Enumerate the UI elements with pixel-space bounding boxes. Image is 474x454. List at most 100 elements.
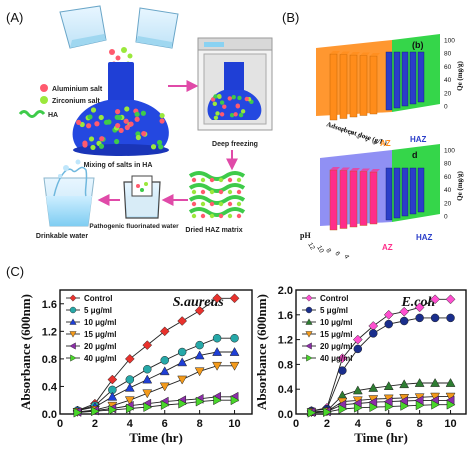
data-point bbox=[337, 353, 348, 364]
haz-bar bbox=[417, 167, 425, 213]
particle bbox=[209, 213, 215, 219]
particle bbox=[191, 177, 197, 183]
data-point bbox=[229, 346, 240, 356]
zticks-ph: 0 20 40 60 80 100 bbox=[444, 148, 455, 221]
particle bbox=[134, 111, 140, 117]
haz-bar bbox=[393, 167, 401, 219]
data-point bbox=[91, 406, 100, 417]
salt-legend: Aluminium salt Zirconium salt HA bbox=[18, 84, 103, 119]
particle bbox=[114, 138, 120, 145]
series-line bbox=[311, 399, 451, 413]
az-bar bbox=[369, 171, 378, 225]
y-tick-label: 1.2 bbox=[42, 326, 57, 338]
az-bar bbox=[329, 169, 338, 231]
particle bbox=[213, 115, 219, 120]
y-tick-label: 0.0 bbox=[42, 409, 57, 421]
badge-b: (b) bbox=[412, 40, 424, 50]
legend-marker bbox=[69, 342, 76, 350]
ha-chain bbox=[188, 207, 246, 217]
bars-ph bbox=[329, 167, 425, 231]
data-point bbox=[178, 398, 188, 409]
legend-marker bbox=[305, 294, 313, 302]
data-point bbox=[415, 400, 425, 411]
particle bbox=[236, 189, 242, 195]
data-point bbox=[430, 377, 441, 387]
bar-top bbox=[330, 51, 340, 54]
ztick-label: 20 bbox=[444, 200, 452, 207]
particle bbox=[240, 109, 246, 114]
ztick-label: 60 bbox=[444, 174, 452, 181]
bars-dose bbox=[329, 51, 425, 121]
az-bar bbox=[349, 54, 358, 118]
az-bar bbox=[359, 55, 368, 116]
data-point bbox=[338, 404, 348, 414]
legend-marker bbox=[69, 306, 77, 314]
haz-bar bbox=[409, 51, 417, 105]
particle bbox=[124, 106, 130, 112]
data-point bbox=[195, 396, 205, 407]
particle bbox=[156, 139, 163, 146]
data-point bbox=[352, 385, 363, 395]
particle bbox=[219, 100, 225, 105]
legend-entry: 5 μg/ml bbox=[84, 306, 112, 315]
particle bbox=[215, 111, 220, 116]
data-point bbox=[446, 399, 456, 410]
particle bbox=[191, 201, 197, 207]
x-tick-label: 10 bbox=[228, 418, 240, 430]
zlabel-ph: Qe (mg/g) bbox=[456, 170, 464, 200]
x-tick-label: 2 bbox=[92, 418, 98, 430]
particle bbox=[141, 131, 147, 137]
zirconium-salt-swatch bbox=[40, 96, 48, 104]
data-point bbox=[338, 366, 347, 375]
data-point bbox=[160, 356, 169, 365]
data-point bbox=[369, 329, 378, 338]
data-point bbox=[212, 346, 223, 356]
bar-top bbox=[360, 52, 370, 56]
legend-entry: 5 μg/ml bbox=[320, 306, 348, 315]
y-tick-label: 1.2 bbox=[278, 335, 293, 347]
particle bbox=[227, 96, 232, 101]
legend-entry: 10 μg/ml bbox=[320, 318, 352, 327]
particle bbox=[210, 97, 216, 102]
particle bbox=[219, 112, 225, 117]
data-point bbox=[142, 389, 153, 399]
bar-top bbox=[340, 51, 350, 55]
data-point bbox=[194, 305, 205, 316]
x-tick-label: 4 bbox=[127, 418, 134, 430]
particle bbox=[159, 118, 165, 124]
series-az-dose: AZ bbox=[380, 139, 391, 148]
data-point bbox=[307, 407, 317, 418]
panel-a-label: (A) bbox=[6, 10, 23, 25]
data-point bbox=[383, 309, 394, 320]
ztick-label: 80 bbox=[444, 51, 452, 58]
haz-bar bbox=[401, 51, 409, 107]
dried-matrix-caption: Dried HAZ matrix bbox=[185, 227, 242, 234]
particle bbox=[128, 121, 134, 127]
xtick-label: 8 bbox=[324, 248, 332, 255]
xlabel-ph: pH bbox=[300, 231, 311, 240]
particle bbox=[237, 95, 242, 101]
series-line bbox=[311, 317, 451, 412]
particle bbox=[87, 114, 93, 120]
particle bbox=[103, 119, 110, 125]
data-point bbox=[124, 396, 135, 406]
particle bbox=[227, 189, 233, 195]
data-point bbox=[73, 407, 83, 418]
bar-top bbox=[340, 167, 350, 171]
y-tick-label: 2.0 bbox=[278, 285, 293, 297]
series-line bbox=[77, 351, 235, 412]
particle bbox=[76, 119, 82, 125]
data-point bbox=[430, 294, 440, 305]
haz-bar bbox=[385, 51, 393, 111]
xtick-label: 10 bbox=[315, 245, 325, 255]
ztick-label: 60 bbox=[444, 64, 452, 71]
az-bar bbox=[339, 54, 348, 119]
particle bbox=[209, 201, 215, 207]
haz-bar bbox=[417, 51, 425, 103]
data-point bbox=[142, 340, 153, 350]
data-point bbox=[384, 401, 394, 412]
legend-entry: 20 μg/ml bbox=[84, 342, 116, 351]
ha-chain-swatch bbox=[18, 110, 46, 118]
drinkable-caption: Drinkable water bbox=[36, 233, 88, 240]
